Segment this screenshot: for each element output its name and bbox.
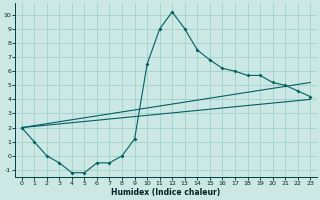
X-axis label: Humidex (Indice chaleur): Humidex (Indice chaleur) bbox=[111, 188, 220, 197]
